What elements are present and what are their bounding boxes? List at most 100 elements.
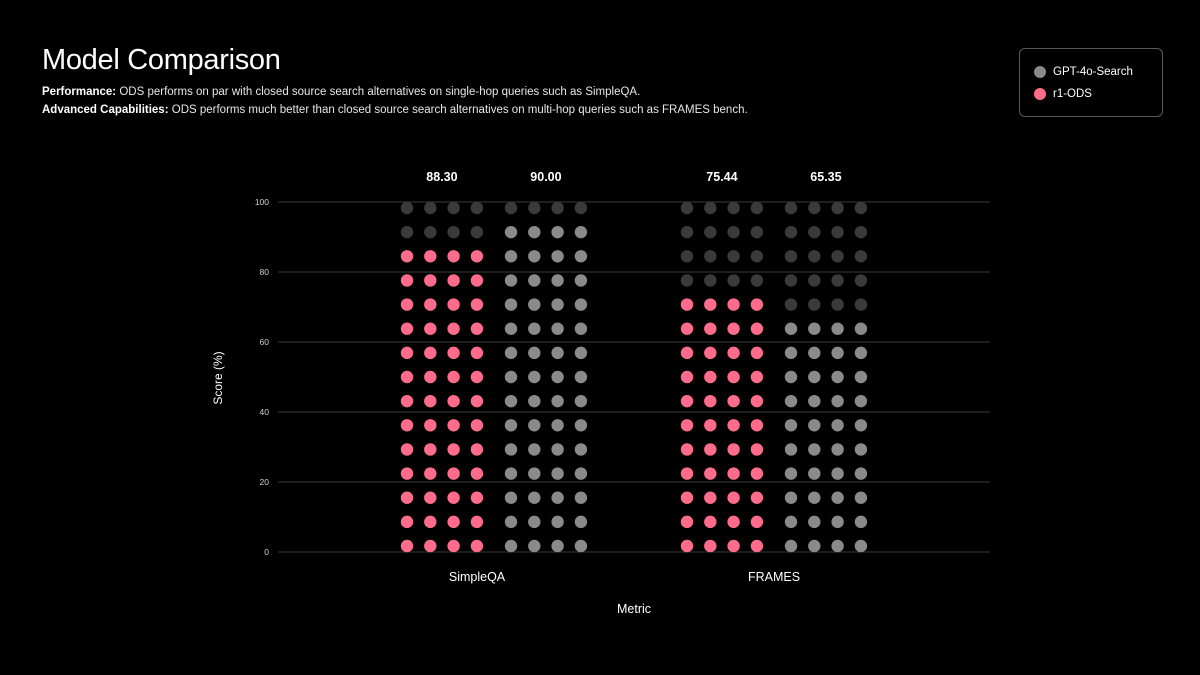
dot-r1-ods-frames [680, 346, 694, 360]
dot-gpt-4o-search-simpleqa [504, 322, 518, 335]
dot-gpt-4o-search-frames [854, 443, 868, 456]
dot-gpt-4o-search-simpleqa [551, 539, 564, 553]
dot-r1-ods-simpleqa [470, 298, 484, 311]
dot-gpt-4o-search-frames [831, 225, 844, 239]
dot-r1-ods-simpleqa [400, 515, 414, 529]
dot-r1-ods-frames [680, 370, 694, 384]
dot-gpt-4o-search-frames [784, 225, 798, 239]
dot-gpt-4o-search-simpleqa [551, 250, 564, 263]
dot-gpt-4o-search-frames [854, 539, 868, 553]
dot-r1-ods-frames [750, 322, 764, 335]
advanced-capabilities-line: Advanced Capabilities: ODS performs much… [42, 104, 748, 116]
dot-gpt-4o-search-simpleqa [504, 274, 518, 287]
dot-r1-ods-frames [704, 443, 717, 456]
dot-r1-ods-frames [727, 250, 740, 263]
dot-gpt-4o-search-simpleqa [528, 515, 541, 529]
legend-label-gpt-4o-search: GPT-4o-Search [1053, 66, 1133, 78]
advanced-capabilities-text: ODS performs much better than closed sou… [171, 104, 748, 116]
dot-gpt-4o-search-frames [831, 443, 844, 456]
dot-r1-ods-frames [704, 274, 717, 287]
dot-r1-ods-simpleqa [400, 419, 414, 432]
dot-r1-ods-frames [750, 274, 764, 287]
dot-r1-ods-simpleqa [400, 322, 414, 335]
dot-gpt-4o-search-frames [784, 491, 798, 504]
dot-gpt-4o-search-simpleqa [504, 201, 518, 215]
dot-r1-ods-simpleqa [424, 298, 437, 311]
dot-gpt-4o-search-frames [808, 467, 821, 480]
dot-gpt-4o-search-frames [854, 201, 868, 215]
dot-gpt-4o-search-simpleqa [551, 515, 564, 529]
dot-r1-ods-simpleqa [447, 491, 460, 504]
dot-gpt-4o-search-simpleqa [574, 491, 588, 504]
y-tick-label-20: 20 [260, 477, 270, 487]
dot-r1-ods-frames [680, 298, 694, 311]
legend-item-r1-ods[interactable]: r1-ODS [1034, 88, 1092, 100]
dot-gpt-4o-search-frames [784, 274, 798, 287]
dot-r1-ods-simpleqa [470, 225, 484, 239]
chart-legend: GPT-4o-Search r1-ODS [1019, 48, 1163, 117]
dot-r1-ods-frames [727, 322, 740, 335]
dot-r1-ods-frames [727, 274, 740, 287]
legend-swatch-r1-ods [1034, 88, 1046, 100]
dot-gpt-4o-search-simpleqa [551, 225, 564, 239]
dot-r1-ods-simpleqa [447, 225, 460, 239]
dot-r1-ods-simpleqa [400, 491, 414, 504]
dot-r1-ods-frames [704, 225, 717, 239]
dot-gpt-4o-search-frames [854, 274, 868, 287]
dot-r1-ods-simpleqa [400, 298, 414, 311]
dot-r1-ods-frames [727, 539, 740, 553]
dot-gpt-4o-search-simpleqa [528, 394, 541, 408]
dot-gpt-4o-search-simpleqa [574, 467, 588, 480]
dot-gpt-4o-search-simpleqa [504, 370, 518, 384]
dot-gpt-4o-search-simpleqa [551, 443, 564, 456]
legend-item-gpt-4o-search[interactable]: GPT-4o-Search [1034, 66, 1133, 78]
dot-gpt-4o-search-simpleqa [551, 322, 564, 335]
dot-gpt-4o-search-frames [854, 467, 868, 480]
dot-gpt-4o-search-simpleqa [528, 346, 541, 360]
dot-r1-ods-frames [680, 467, 694, 480]
dot-r1-ods-simpleqa [400, 250, 414, 263]
dot-gpt-4o-search-simpleqa [574, 443, 588, 456]
dot-r1-ods-frames [750, 539, 764, 553]
dot-gpt-4o-search-frames [854, 250, 868, 263]
dot-gpt-4o-search-frames [831, 346, 844, 360]
dot-r1-ods-simpleqa [400, 346, 414, 360]
dot-gpt-4o-search-frames [808, 491, 821, 504]
dot-gpt-4o-search-frames [784, 298, 798, 311]
dot-r1-ods-simpleqa [424, 443, 437, 456]
dot-gpt-4o-search-frames [784, 515, 798, 529]
dot-r1-ods-simpleqa [424, 419, 437, 432]
dot-r1-ods-frames [727, 346, 740, 360]
dot-gpt-4o-search-simpleqa [528, 443, 541, 456]
dot-gpt-4o-search-frames [854, 322, 868, 335]
dot-r1-ods-frames [750, 250, 764, 263]
dot-r1-ods-simpleqa [400, 467, 414, 480]
dot-gpt-4o-search-simpleqa [574, 201, 588, 215]
dot-gpt-4o-search-frames [784, 370, 798, 384]
dot-gpt-4o-search-frames [808, 274, 821, 287]
dot-r1-ods-simpleqa [424, 274, 437, 287]
value-label-r1-ods-simpleqa: 88.30 [426, 170, 457, 184]
dot-r1-ods-simpleqa [470, 274, 484, 287]
dot-r1-ods-frames [750, 298, 764, 311]
dot-r1-ods-simpleqa [447, 419, 460, 432]
dot-gpt-4o-search-frames [784, 419, 798, 432]
dot-r1-ods-simpleqa [447, 539, 460, 553]
dot-gpt-4o-search-frames [854, 298, 868, 311]
dot-r1-ods-frames [680, 225, 694, 239]
dot-gpt-4o-search-simpleqa [551, 419, 564, 432]
dot-gpt-4o-search-simpleqa [528, 225, 541, 239]
dot-r1-ods-simpleqa [447, 370, 460, 384]
x-tick-label-simpleqa: SimpleQA [449, 570, 506, 584]
dot-gpt-4o-search-simpleqa [528, 201, 541, 215]
dot-r1-ods-frames [750, 515, 764, 529]
value-label-gpt-4o-search-simpleqa: 90.00 [530, 170, 561, 184]
advanced-capabilities-label: Advanced Capabilities: [42, 104, 169, 116]
dot-gpt-4o-search-simpleqa [528, 491, 541, 504]
dot-gpt-4o-search-simpleqa [551, 394, 564, 408]
dot-r1-ods-simpleqa [470, 443, 484, 456]
dot-r1-ods-simpleqa [447, 274, 460, 287]
dot-gpt-4o-search-frames [854, 515, 868, 529]
dot-r1-ods-frames [750, 370, 764, 384]
dot-gpt-4o-search-simpleqa [504, 250, 518, 263]
